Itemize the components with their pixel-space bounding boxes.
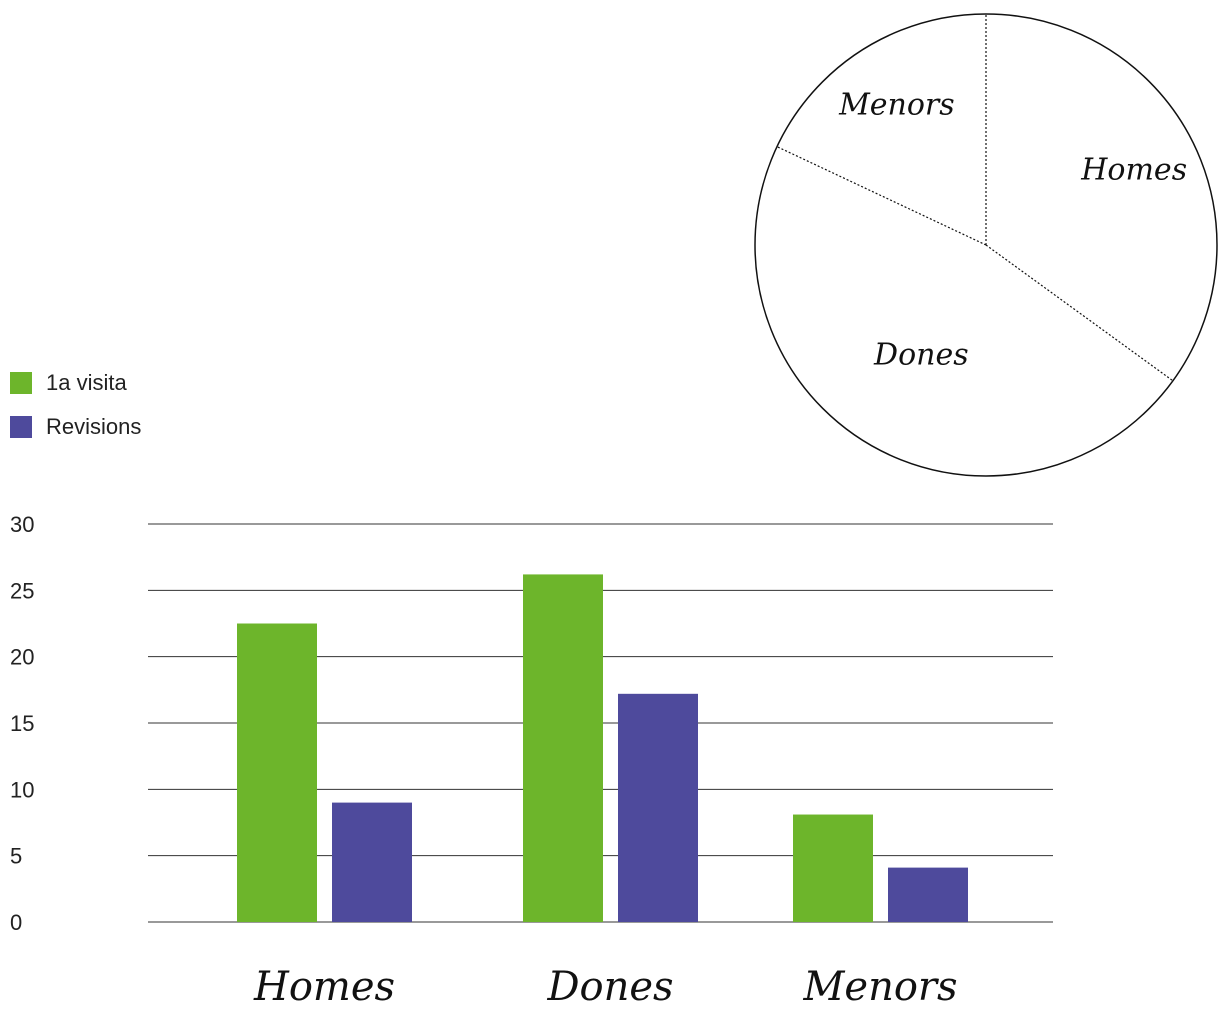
bar-first-visit-homes: [237, 623, 317, 922]
bar-revisions-homes: [332, 802, 412, 922]
y-tick-label: 25: [10, 578, 34, 603]
legend: 1a visita Revisions: [10, 370, 141, 439]
legend-swatch-first-visit: [10, 372, 32, 394]
y-tick-label: 10: [10, 777, 34, 802]
legend-label-revisions: Revisions: [46, 414, 141, 439]
bars: [237, 574, 968, 922]
legend-label-first-visit: 1a visita: [46, 370, 127, 395]
x-category-label: Dones: [546, 964, 673, 1010]
y-tick-label: 15: [10, 711, 34, 736]
x-category-labels: Homes Dones Menors: [253, 964, 958, 1010]
pie-outline: [754, 13, 1218, 477]
pie-dividers: [776, 14, 1174, 382]
pie-chart: Homes Dones Menors: [754, 13, 1218, 477]
y-tick-label: 20: [10, 645, 34, 670]
x-category-label: Menors: [802, 964, 957, 1010]
bar-revisions-menors: [888, 867, 968, 922]
pie-divider: [985, 244, 1174, 382]
pie-slice-label: Dones: [873, 337, 969, 372]
pie-divider: [776, 146, 987, 246]
pie-slice-label: Homes: [1080, 152, 1187, 187]
pie-labels: Homes Dones Menors: [838, 88, 1187, 373]
y-tick-label: 5: [10, 844, 22, 869]
bar-chart: 0 5 10 15 20 25 30 Homes Dones Menors: [10, 512, 1053, 1010]
y-tick-label: 0: [10, 910, 22, 935]
x-category-label: Homes: [253, 964, 395, 1010]
pie-slice-label: Menors: [838, 88, 955, 123]
y-tick-labels: 0 5 10 15 20 25 30: [10, 512, 34, 935]
bar-first-visit-dones: [523, 574, 603, 922]
legend-swatch-revisions: [10, 416, 32, 438]
bar-first-visit-menors: [793, 814, 873, 922]
bar-revisions-dones: [618, 693, 698, 922]
y-tick-label: 30: [10, 512, 34, 537]
